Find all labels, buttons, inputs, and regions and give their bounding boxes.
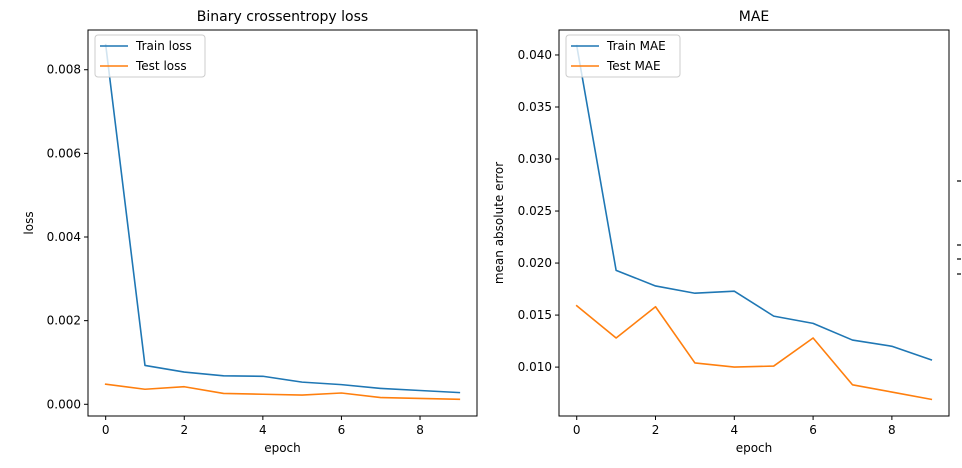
loss-x-tick-label: 0 bbox=[102, 423, 110, 437]
mae-y-tick-label: 0.040 bbox=[518, 48, 552, 62]
loss-y-tick-label: 0.002 bbox=[47, 314, 81, 328]
mae-x-tick-label: 6 bbox=[809, 423, 817, 437]
mae-legend: Train MAE Test MAE bbox=[565, 34, 681, 78]
loss-chart-panel: Binary crossentropy loss loss epoch 0.00… bbox=[22, 9, 478, 455]
mae-y-tick-label: 0.020 bbox=[518, 256, 552, 270]
mae-chart-title: MAE bbox=[739, 9, 770, 25]
loss-chart-title: Binary crossentropy loss bbox=[197, 9, 368, 25]
mae-x-tick-label: 0 bbox=[573, 423, 581, 437]
cropped-edge-mark bbox=[957, 273, 961, 275]
mae-x-tick-label: 8 bbox=[888, 423, 896, 437]
mae-y-tick-label: 0.010 bbox=[518, 360, 552, 374]
mae-legend-label-test: Test MAE bbox=[606, 59, 661, 73]
mae-y-axis-label: mean absolute error bbox=[492, 162, 506, 284]
mae-series-line-train bbox=[575, 44, 933, 361]
loss-y-tick-label: 0.004 bbox=[47, 230, 81, 244]
loss-legend: Train loss Test loss bbox=[94, 34, 206, 78]
mae-series-layer bbox=[575, 44, 933, 401]
loss-x-axis-label: epoch bbox=[264, 441, 301, 455]
loss-y-tick-label: 0.006 bbox=[47, 146, 81, 160]
loss-series-line-test bbox=[104, 383, 461, 401]
loss-series-line-train bbox=[104, 43, 461, 394]
loss-plot-frame bbox=[87, 29, 478, 417]
loss-y-tick-label: 0.008 bbox=[47, 63, 81, 77]
loss-y-ticks: 0.000 0.002 0.004 0.006 0.008 bbox=[47, 63, 88, 411]
mae-x-ticks: 0 2 4 6 8 bbox=[573, 416, 896, 437]
loss-legend-label-test: Test loss bbox=[135, 59, 187, 73]
cropped-edge-mark bbox=[957, 258, 961, 260]
mae-x-tick-label: 4 bbox=[730, 423, 738, 437]
mae-y-tick-label: 0.015 bbox=[518, 308, 552, 322]
loss-x-tick-label: 4 bbox=[259, 423, 267, 437]
mae-y-tick-label: 0.030 bbox=[518, 152, 552, 166]
mae-x-axis-label: epoch bbox=[736, 441, 773, 455]
loss-x-tick-label: 2 bbox=[180, 423, 188, 437]
loss-series-layer bbox=[104, 43, 461, 401]
mae-y-tick-label: 0.025 bbox=[518, 204, 552, 218]
mae-y-tick-label: 0.035 bbox=[518, 100, 552, 114]
mae-series-line-test bbox=[575, 304, 933, 401]
loss-legend-label-train: Train loss bbox=[135, 39, 192, 53]
loss-y-axis-label: loss bbox=[22, 211, 36, 234]
cropped-edge-mark bbox=[957, 244, 961, 246]
mae-x-tick-label: 2 bbox=[652, 423, 660, 437]
cropped-edge-mark bbox=[957, 180, 961, 182]
loss-y-tick-label: 0.000 bbox=[47, 397, 81, 411]
loss-x-tick-label: 8 bbox=[416, 423, 424, 437]
mae-plot-frame bbox=[558, 29, 950, 417]
loss-x-tick-label: 6 bbox=[338, 423, 346, 437]
mae-y-ticks: 0.010 0.015 0.020 0.025 0.030 0.035 0.040 bbox=[518, 48, 559, 374]
mae-chart-panel: MAE mean absolute error epoch 0.010 0.015… bbox=[492, 9, 950, 455]
mae-legend-label-train: Train MAE bbox=[606, 39, 666, 53]
loss-x-ticks: 0 2 4 6 8 bbox=[102, 416, 424, 437]
